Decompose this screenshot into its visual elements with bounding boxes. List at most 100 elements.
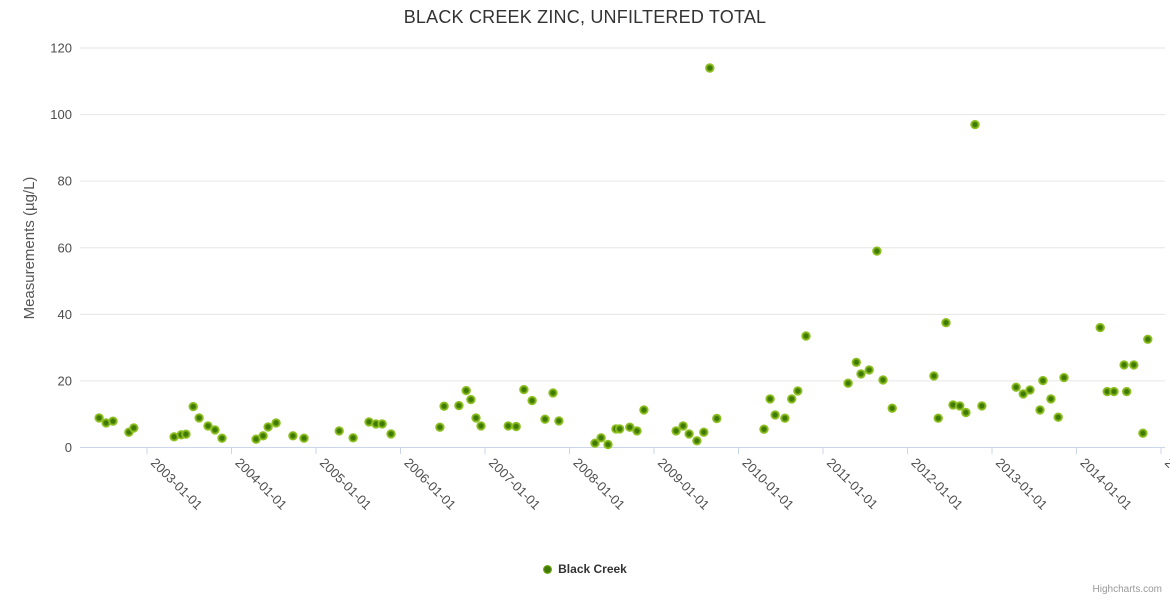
data-point[interactable] — [554, 416, 564, 426]
data-point[interactable] — [961, 407, 971, 418]
x-tick-label: 2006-01-01 — [401, 455, 459, 513]
data-point[interactable] — [377, 419, 387, 429]
data-point[interactable] — [476, 421, 486, 431]
data-point[interactable] — [503, 421, 513, 431]
data-point[interactable] — [603, 439, 613, 450]
data-point[interactable] — [878, 375, 888, 385]
data-point[interactable] — [872, 246, 882, 256]
data-point[interactable] — [639, 405, 649, 415]
data-point[interactable] — [699, 427, 709, 437]
data-point[interactable] — [864, 365, 874, 375]
data-point[interactable] — [1025, 385, 1035, 395]
data-point[interactable] — [678, 421, 688, 431]
data-point[interactable] — [692, 436, 702, 446]
x-tick-label: 2014-01-01 — [1077, 455, 1135, 513]
data-point[interactable] — [519, 384, 529, 395]
data-point[interactable] — [977, 401, 987, 411]
data-point[interactable] — [1053, 412, 1063, 422]
data-point[interactable] — [194, 413, 204, 423]
highcharts-credits-link[interactable]: Highcharts.com — [1092, 584, 1162, 595]
data-point[interactable] — [887, 403, 897, 413]
data-point[interactable] — [843, 378, 853, 388]
data-point[interactable] — [203, 421, 213, 431]
data-point[interactable] — [970, 119, 980, 130]
data-point[interactable] — [1095, 322, 1105, 333]
data-point[interactable] — [941, 318, 951, 328]
data-point[interactable] — [856, 369, 866, 379]
data-point[interactable] — [625, 422, 635, 432]
data-point[interactable] — [188, 401, 198, 412]
data-point[interactable] — [108, 416, 118, 426]
data-point[interactable] — [548, 388, 558, 398]
data-point[interactable] — [461, 385, 471, 396]
data-point[interactable] — [632, 426, 642, 436]
data-point[interactable] — [386, 429, 396, 439]
data-point[interactable] — [780, 413, 790, 423]
data-point[interactable] — [334, 426, 344, 436]
data-point[interactable] — [1122, 386, 1132, 397]
data-point[interactable] — [263, 422, 273, 432]
data-point[interactable] — [1119, 360, 1129, 370]
y-tick-label: 80 — [58, 174, 72, 189]
data-point[interactable] — [1011, 382, 1021, 392]
data-point[interactable] — [1138, 428, 1148, 438]
data-point[interactable] — [1059, 372, 1069, 383]
y-tick-label: 20 — [58, 373, 72, 388]
data-point[interactable] — [705, 63, 715, 73]
data-point[interactable] — [181, 429, 191, 439]
data-point[interactable] — [471, 413, 481, 423]
y-tick-label: 100 — [50, 107, 72, 122]
data-point[interactable] — [712, 413, 722, 424]
data-point[interactable] — [439, 401, 449, 411]
x-tick-label: 2013-01-01 — [993, 455, 1051, 513]
data-point[interactable] — [801, 331, 811, 341]
data-point[interactable] — [770, 410, 780, 420]
legend-item-label[interactable]: Black Creek — [558, 562, 627, 576]
data-point[interactable] — [1046, 394, 1056, 404]
data-point[interactable] — [435, 422, 445, 432]
data-point[interactable] — [765, 394, 775, 404]
data-point[interactable] — [210, 425, 220, 435]
data-point[interactable] — [251, 434, 261, 444]
data-point[interactable] — [1038, 375, 1048, 386]
data-point[interactable] — [787, 394, 797, 404]
data-point[interactable] — [348, 433, 358, 443]
data-point[interactable] — [1102, 386, 1112, 397]
data-point[interactable] — [288, 431, 298, 441]
data-point[interactable] — [684, 429, 694, 439]
data-point[interactable] — [1035, 405, 1045, 415]
data-point[interactable] — [217, 433, 227, 443]
data-point[interactable] — [299, 433, 309, 443]
data-point[interactable] — [955, 401, 965, 411]
data-point[interactable] — [1109, 386, 1119, 397]
data-point[interactable] — [271, 418, 281, 428]
data-point[interactable] — [94, 413, 104, 423]
data-point[interactable] — [671, 426, 681, 436]
data-point[interactable] — [258, 431, 268, 441]
data-point[interactable] — [527, 395, 537, 406]
data-point[interactable] — [615, 424, 625, 434]
data-point[interactable] — [1129, 360, 1139, 370]
data-point[interactable] — [540, 414, 550, 424]
data-point[interactable] — [454, 400, 464, 411]
data-point[interactable] — [169, 432, 179, 442]
data-point[interactable] — [466, 394, 476, 405]
legend[interactable]: Black Creek — [0, 562, 1170, 576]
x-tick-label: 2012-01-01 — [908, 455, 966, 513]
data-point[interactable] — [851, 357, 861, 367]
x-tick-label: 2010-01-01 — [739, 455, 797, 513]
data-point[interactable] — [933, 413, 943, 423]
data-point[interactable] — [793, 386, 803, 396]
data-point[interactable] — [1018, 389, 1028, 399]
x-tick-label: 2008-01-01 — [570, 455, 628, 513]
data-point[interactable] — [759, 424, 769, 434]
y-tick-label: 60 — [58, 240, 72, 255]
data-point[interactable] — [1143, 334, 1153, 344]
data-point[interactable] — [590, 438, 600, 448]
data-point[interactable] — [129, 423, 139, 433]
data-point[interactable] — [511, 421, 521, 432]
x-tick-label: 2003-01-01 — [148, 455, 206, 513]
data-point[interactable] — [596, 433, 606, 443]
data-point[interactable] — [929, 371, 939, 381]
